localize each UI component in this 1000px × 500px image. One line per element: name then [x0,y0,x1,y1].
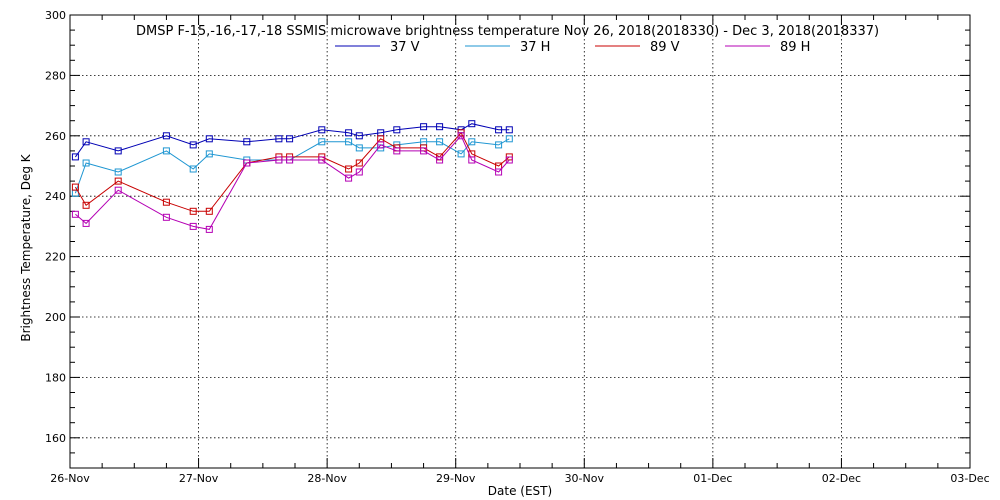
data-point-marker [243,159,251,167]
data-point-marker [420,123,428,131]
legend-label: 37 H [520,40,550,55]
data-point-marker [318,156,326,164]
data-point-marker [162,198,170,206]
data-point-marker [355,159,363,167]
data-point-marker [82,159,90,167]
data-point-marker [189,222,197,230]
data-point-marker [189,141,197,149]
legend: 37 V 37 H 89 V 89 H [335,40,810,55]
data-point-marker [393,126,401,134]
data-point-marker [71,210,79,218]
data-point-marker [495,141,503,149]
data-point-marker [393,147,401,155]
data-point-marker [345,174,353,182]
data-point-marker [82,201,90,209]
grid-lines [70,15,970,468]
x-tick-label: 26-Nov [50,472,90,485]
data-point-marker [318,126,326,134]
y-tick-label: 200 [45,311,66,324]
data-point-marker [114,186,122,194]
data-point-marker [71,153,79,161]
data-point-marker [420,147,428,155]
data-point-marker [114,168,122,176]
x-tick-label: 28-Nov [307,472,347,485]
data-point-marker [286,135,294,143]
data-point-marker [457,132,465,140]
data-point-marker [468,156,476,164]
data-point-marker [189,207,197,215]
series-89-h [71,132,513,233]
legend-label: 89 V [650,40,680,55]
data-point-marker [114,147,122,155]
data-point-marker [114,177,122,185]
series-37-v [71,120,513,161]
data-point-marker [205,135,213,143]
x-tick-label: 01-Dec [693,472,732,485]
x-tick-label: 27-Nov [179,472,219,485]
data-point-marker [505,156,513,164]
data-point-marker [162,213,170,221]
data-point-marker [243,138,251,146]
y-tick-label: 180 [45,371,66,384]
series-line [75,134,510,230]
data-point-marker [345,138,353,146]
data-point-marker [495,168,503,176]
data-point-marker [355,132,363,140]
data-point-marker [436,156,444,164]
data-point-marker [189,165,197,173]
data-point-marker [286,156,294,164]
data-point-marker [205,150,213,158]
data-point-marker [205,207,213,215]
data-point-marker [275,135,283,143]
legend-label: 37 V [390,40,420,55]
data-point-marker [505,135,513,143]
data-point-marker [355,168,363,176]
y-tick-label: 240 [45,190,66,203]
data-point-marker [505,126,513,134]
data-point-marker [495,126,503,134]
data-point-marker [275,156,283,164]
data-point-marker [162,132,170,140]
data-series [71,120,513,233]
x-tick-label: 03-Dec [950,472,989,485]
data-point-marker [377,141,385,149]
x-tick-label: 30-Nov [565,472,605,485]
y-axis-label: Brightness Temperature, Deg K [19,153,33,341]
data-point-marker [82,138,90,146]
data-point-marker [468,138,476,146]
data-point-marker [345,165,353,173]
series-line [74,123,510,158]
data-point-marker [457,150,465,158]
data-point-marker [71,183,79,191]
data-point-marker [436,123,444,131]
y-tick-label: 220 [45,251,66,264]
y-tick-label: 160 [45,432,66,445]
data-point-marker [162,147,170,155]
y-tick-label: 300 [45,9,66,22]
legend-label: 89 H [780,40,810,55]
series-line [74,138,510,194]
axis-ticks: 160 180 200 220 240 260 280 300 26-Nov 27-Nov 28-N… [45,9,990,485]
y-tick-label: 260 [45,130,66,143]
data-point-marker [318,138,326,146]
chart-title: DMSP F-15,-16,-17,-18 SSMIS microwave br… [136,24,879,39]
data-point-marker [468,120,476,128]
series-line [74,131,510,212]
data-point-marker [345,129,353,137]
data-point-marker [205,225,213,233]
data-point-marker [355,144,363,152]
data-point-marker [82,219,90,227]
data-point-marker [436,138,444,146]
x-tick-label: 29-Nov [436,472,476,485]
x-tick-label: 02-Dec [822,472,861,485]
y-tick-label: 280 [45,69,66,82]
axes [69,14,971,469]
x-axis-label: Date (EST) [488,484,552,498]
plot-frame [69,14,971,469]
